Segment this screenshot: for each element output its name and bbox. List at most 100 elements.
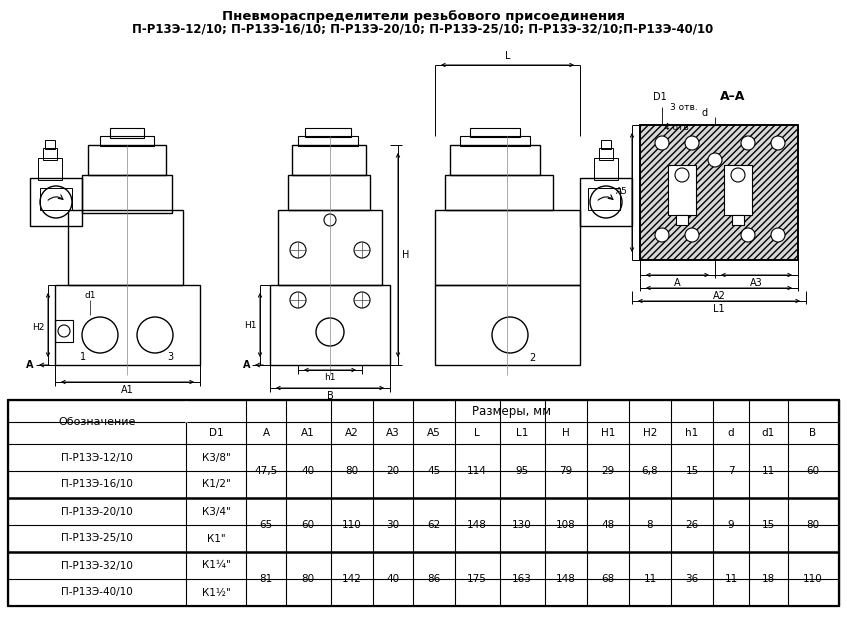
Circle shape <box>685 136 699 150</box>
Text: A: A <box>674 278 681 288</box>
Text: 60: 60 <box>806 466 820 476</box>
Text: A3: A3 <box>750 278 763 288</box>
Text: d: d <box>728 428 734 438</box>
Text: 11: 11 <box>644 574 656 584</box>
Bar <box>305 128 351 137</box>
Circle shape <box>731 168 745 182</box>
Text: A: A <box>263 428 269 438</box>
Circle shape <box>354 242 370 258</box>
Text: Размеры, мм: Размеры, мм <box>473 404 551 417</box>
Text: П-Р13Э-40/10: П-Р13Э-40/10 <box>61 588 133 598</box>
Text: 45: 45 <box>428 466 440 476</box>
Text: К1": К1" <box>207 534 225 544</box>
Text: H: H <box>562 428 570 438</box>
Bar <box>40 188 72 210</box>
Text: B: B <box>810 428 817 438</box>
Text: L1: L1 <box>713 304 725 314</box>
Text: 175: 175 <box>467 574 487 584</box>
Circle shape <box>771 136 785 150</box>
Text: A5: A5 <box>427 428 441 438</box>
Text: К1¼": К1¼" <box>202 560 230 570</box>
Text: 36: 36 <box>685 574 699 584</box>
Text: Пневмораспределители резьбового присоединения: Пневмораспределители резьбового присоеди… <box>222 10 624 23</box>
Text: 60: 60 <box>302 520 314 530</box>
Bar <box>55 320 73 342</box>
Text: A1: A1 <box>302 428 315 438</box>
Text: 114: 114 <box>467 466 487 476</box>
Text: 9: 9 <box>728 520 734 530</box>
Bar <box>668 165 696 215</box>
Bar <box>640 125 798 260</box>
Bar <box>43 148 57 160</box>
Text: 80: 80 <box>346 466 358 476</box>
Text: 1: 1 <box>80 352 86 362</box>
Bar <box>292 145 366 175</box>
Text: 15: 15 <box>761 520 775 530</box>
Text: 95: 95 <box>515 466 529 476</box>
Bar <box>640 125 798 260</box>
Bar <box>55 285 200 365</box>
Bar <box>270 285 390 365</box>
Text: A1: A1 <box>120 385 133 395</box>
Text: 40: 40 <box>302 466 314 476</box>
Text: A2: A2 <box>345 428 359 438</box>
Text: 110: 110 <box>803 574 823 584</box>
Text: d1: d1 <box>84 290 96 300</box>
Circle shape <box>741 136 755 150</box>
Text: А–А: А–А <box>720 90 745 103</box>
Bar <box>298 136 358 146</box>
Text: Обозначение: Обозначение <box>58 417 136 427</box>
Bar <box>30 178 82 226</box>
Text: A2: A2 <box>712 291 725 301</box>
Bar <box>588 188 620 210</box>
Text: 65: 65 <box>259 520 273 530</box>
Text: A: A <box>25 360 33 370</box>
Text: П-Р13Э-25/10: П-Р13Э-25/10 <box>61 534 133 544</box>
Circle shape <box>58 325 70 337</box>
Circle shape <box>590 186 622 218</box>
Bar <box>88 145 166 175</box>
Text: 148: 148 <box>467 520 487 530</box>
Text: d1: d1 <box>761 428 775 438</box>
Circle shape <box>771 228 785 242</box>
Bar <box>82 175 172 213</box>
Text: 48: 48 <box>601 520 615 530</box>
Text: 130: 130 <box>512 520 532 530</box>
Bar <box>288 175 370 210</box>
Text: H2: H2 <box>31 322 44 332</box>
Bar <box>470 128 520 137</box>
Bar <box>594 158 618 180</box>
Bar <box>278 210 382 285</box>
Text: К1/2": К1/2" <box>202 480 230 490</box>
Text: h1: h1 <box>685 428 699 438</box>
Text: 4 отв.: 4 отв. <box>664 123 692 131</box>
Text: 68: 68 <box>601 574 615 584</box>
Text: L: L <box>505 51 510 61</box>
Bar <box>38 158 62 180</box>
Text: 2: 2 <box>529 353 535 363</box>
Circle shape <box>741 228 755 242</box>
Bar <box>110 128 144 138</box>
Text: d: d <box>702 108 708 118</box>
Text: A3: A3 <box>386 428 400 438</box>
Text: 20: 20 <box>386 466 400 476</box>
Text: 86: 86 <box>428 574 440 584</box>
Bar <box>580 178 632 226</box>
Bar <box>445 175 553 210</box>
Circle shape <box>354 292 370 308</box>
Text: 3: 3 <box>167 352 173 362</box>
Text: 80: 80 <box>302 574 314 584</box>
Text: 7: 7 <box>728 466 734 476</box>
Circle shape <box>40 186 72 218</box>
Text: 3 отв.: 3 отв. <box>670 103 698 111</box>
Text: A: A <box>242 360 250 370</box>
Text: 18: 18 <box>761 574 775 584</box>
Text: 142: 142 <box>342 574 362 584</box>
Text: 11: 11 <box>761 466 775 476</box>
Bar <box>601 140 611 149</box>
Circle shape <box>290 292 306 308</box>
Text: 47,5: 47,5 <box>254 466 278 476</box>
Circle shape <box>492 317 528 353</box>
Circle shape <box>316 318 344 346</box>
Text: К3/4": К3/4" <box>202 506 230 516</box>
